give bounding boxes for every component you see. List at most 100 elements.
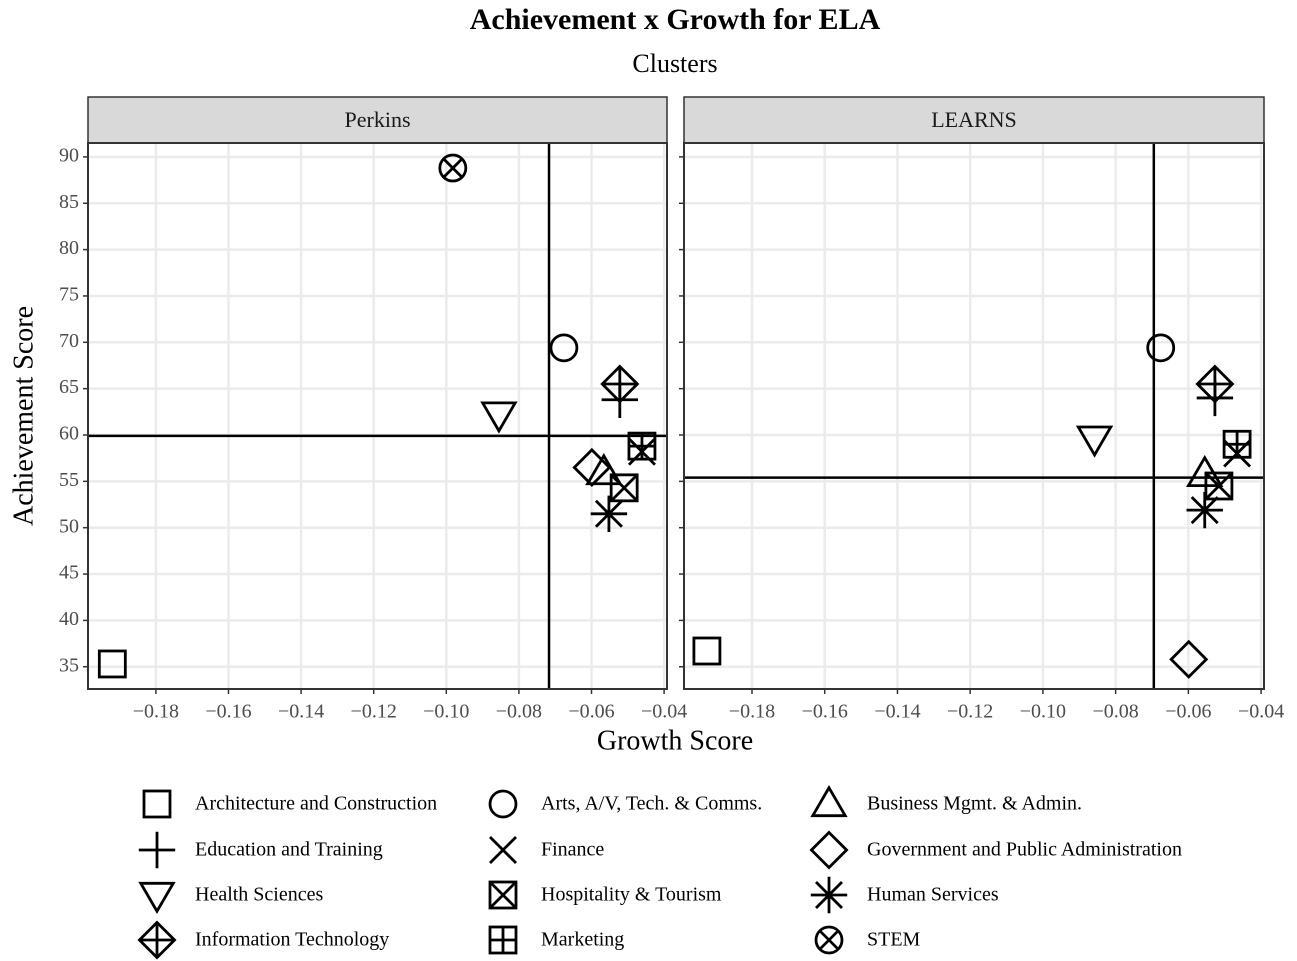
legend-key — [138, 881, 176, 915]
panel-border — [683, 142, 1265, 690]
legend-key — [138, 831, 176, 869]
square — [692, 636, 722, 666]
circle — [488, 789, 518, 819]
x-tick-label: −0.08 — [496, 701, 542, 723]
x-tick-label: −0.12 — [947, 701, 993, 723]
point — [600, 364, 640, 404]
legend-label: Marketing — [541, 929, 624, 951]
triangle — [480, 401, 518, 434]
triangle — [138, 881, 176, 915]
square — [609, 473, 639, 503]
y-axis-label: Achievement Score — [8, 306, 39, 526]
cross — [1204, 471, 1233, 500]
point — [438, 153, 468, 183]
square — [1204, 471, 1234, 501]
point — [609, 473, 639, 503]
point — [1146, 333, 1176, 363]
x-tick-label: −0.04 — [1238, 701, 1284, 723]
legend-label: Education and Training — [195, 839, 383, 861]
facet-label: Perkins — [345, 107, 411, 132]
cross — [489, 836, 517, 864]
triangle — [810, 784, 848, 818]
point — [1195, 364, 1235, 404]
y-tick-label: 85 — [59, 191, 79, 213]
y-tick-label: 50 — [59, 515, 79, 537]
plus — [602, 366, 638, 402]
plus — [490, 927, 516, 953]
x-tick-label: −0.06 — [1165, 701, 1211, 723]
legend-label: Hospitality & Tourism — [541, 884, 722, 906]
legend-key — [488, 880, 518, 910]
point — [1186, 491, 1223, 529]
legend-key — [489, 836, 517, 864]
asterisk — [1186, 491, 1223, 529]
x-tick-label: −0.04 — [641, 701, 687, 723]
x-tick-label: −0.08 — [1092, 701, 1138, 723]
point — [1222, 429, 1252, 459]
y-tick-label: 65 — [59, 376, 79, 398]
chart-subtitle: Clusters — [632, 49, 717, 78]
x-axis-label: Growth Score — [597, 725, 753, 756]
point — [1169, 639, 1209, 679]
triangle — [1075, 425, 1114, 458]
point — [692, 636, 722, 666]
legend-label: Government and Public Administration — [867, 839, 1182, 861]
strip — [87, 96, 668, 144]
x-tick-label: −0.16 — [802, 701, 848, 723]
circle — [1146, 333, 1176, 363]
x-tick-label: −0.14 — [278, 701, 324, 723]
point — [585, 453, 623, 486]
cross — [442, 157, 464, 179]
y-tick-label: 90 — [59, 144, 79, 166]
cross — [818, 929, 840, 951]
x-tick-label: −0.18 — [729, 701, 775, 723]
square — [142, 789, 172, 819]
cross — [610, 473, 639, 502]
square — [97, 649, 127, 679]
point — [627, 431, 657, 461]
y-tick-label: 35 — [59, 654, 79, 676]
y-tick-label: 70 — [59, 330, 79, 352]
diamond — [809, 830, 849, 870]
circle — [814, 925, 844, 955]
plus — [1224, 431, 1251, 458]
x-tick-label: −0.16 — [205, 701, 251, 723]
point — [1204, 471, 1234, 501]
y-tick-label: 60 — [59, 423, 79, 445]
legend-label: Finance — [541, 839, 604, 861]
legend-label: Health Sciences — [195, 884, 323, 906]
asterisk — [590, 495, 628, 532]
circle — [549, 333, 579, 363]
legend-label: Information Technology — [195, 929, 389, 951]
triangle — [585, 453, 623, 486]
legend-label: Human Services — [867, 884, 999, 906]
legend-key — [488, 925, 518, 955]
diamond — [1169, 639, 1209, 679]
plus — [628, 433, 655, 460]
x-tick-label: −0.10 — [423, 701, 469, 723]
point — [1075, 425, 1114, 458]
y-tick-label: 55 — [59, 469, 79, 491]
x-tick-label: −0.18 — [133, 701, 179, 723]
y-tick-label: 80 — [59, 237, 79, 259]
x-tick-label: −0.10 — [1020, 701, 1066, 723]
square — [488, 880, 518, 910]
legend-label: Business Mgmt. & Admin. — [867, 793, 1082, 815]
x-tick-label: −0.12 — [351, 701, 397, 723]
panel — [88, 143, 667, 689]
legend-key — [810, 876, 848, 914]
point — [480, 401, 518, 434]
legend-label: STEM — [867, 929, 921, 951]
point — [97, 649, 127, 679]
chart-title: Achievement x Growth for ELA — [470, 3, 881, 36]
legend-key — [814, 925, 844, 955]
point — [590, 495, 628, 532]
facet-label: LEARNS — [931, 107, 1017, 132]
legend-key — [810, 784, 848, 818]
panel — [684, 143, 1264, 689]
asterisk — [810, 876, 848, 914]
legend-key — [142, 789, 172, 819]
legend-label: Architecture and Construction — [195, 793, 437, 815]
panel-border — [87, 142, 668, 690]
